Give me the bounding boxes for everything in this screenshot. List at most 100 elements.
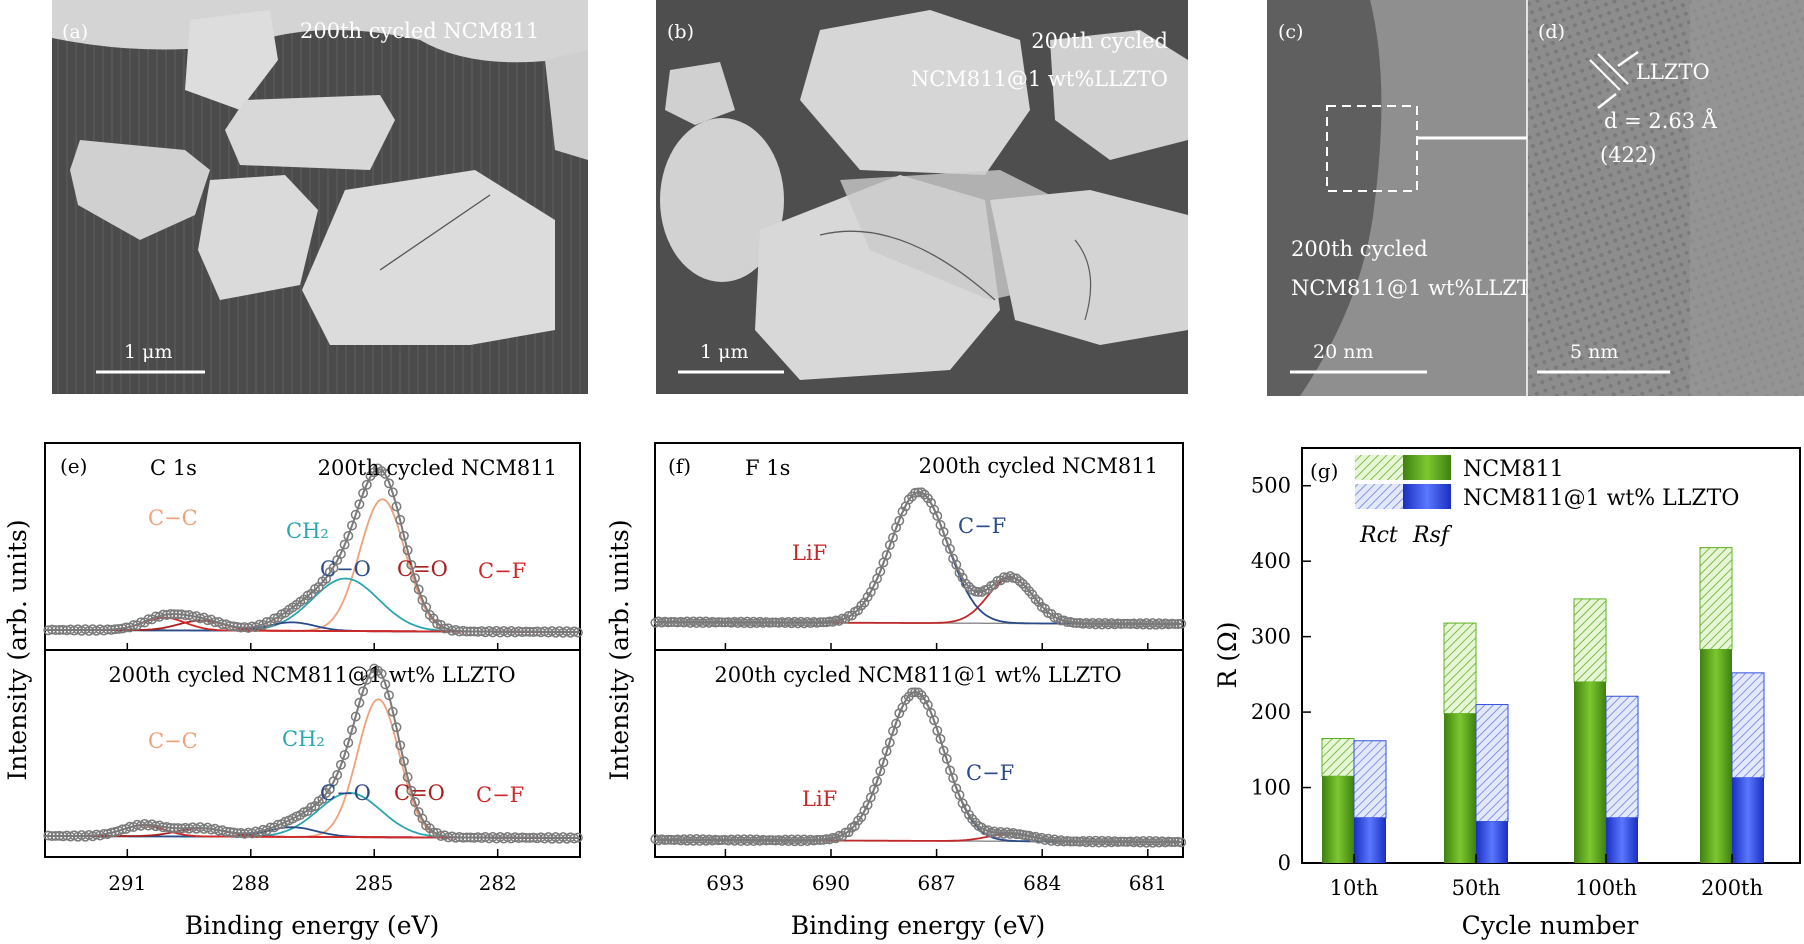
xps-raw-data-point: [897, 702, 908, 713]
xps-x-tick-label: 687: [918, 871, 956, 895]
xps-raw-data-point: [413, 807, 424, 818]
xps-x-tick-label: 693: [706, 871, 744, 895]
xps-raw-data-point: [1036, 601, 1047, 612]
xps-envelope-fit: [655, 690, 1183, 843]
xps-raw-data-point: [391, 722, 402, 733]
xps-f1s-x-axis-label: Binding energy (eV): [791, 911, 1046, 940]
xps-f1s-top-label-lif: LiF: [792, 541, 827, 565]
xps-raw-data-point: [960, 803, 971, 814]
xps-x-tick-label: 285: [355, 871, 393, 895]
xps-raw-data-point: [723, 617, 734, 628]
xps-raw-data-point: [872, 776, 883, 787]
xps-f1s-core-level: F 1s: [745, 456, 790, 480]
xps-raw-data-point: [1071, 618, 1082, 629]
impedance-y-tick-label: 300: [1251, 625, 1291, 649]
micrograph-c-caption-line-1: 200th cycled: [1291, 237, 1428, 261]
xps-raw-data-point: [827, 616, 838, 627]
xps-raw-data-point: [247, 828, 257, 839]
xps-raw-data-point: [343, 737, 354, 748]
xps-raw-data-point: [1176, 618, 1187, 629]
xps-c1s-x-ticks: 282 285 288 291: [108, 643, 517, 895]
micrograph-b-crack: [819, 230, 996, 301]
xps-f1s-x-ticks: 681 684 687 690 693: [706, 643, 1167, 895]
xps-raw-data-point: [521, 832, 532, 843]
impedance-bar-chart: 0 100 200 300 400 500 10th 50th 100th 200th (g) N…: [1213, 447, 1801, 940]
micrograph-d-lattice-label: LLZTO: [1636, 60, 1710, 84]
xps-raw-data-point: [528, 832, 539, 843]
xps-raw-data-point: [532, 626, 543, 637]
xps-raw-data-point: [232, 621, 243, 632]
xps-raw-data-point: [472, 832, 483, 843]
micrograph-a-crack: [379, 194, 491, 271]
xps-raw-data-point: [528, 627, 539, 637]
xps-raw-data-point: [454, 832, 465, 842]
micrograph-d-scale-label: 5 nm: [1570, 341, 1618, 363]
xps-raw-data-point: [843, 610, 854, 621]
xps-c1s-top-curves: [43, 463, 583, 638]
xps-raw-data-point: [235, 827, 246, 838]
legend-label-ncm811: NCM811: [1463, 457, 1564, 482]
xps-raw-data-point: [837, 831, 848, 841]
xps-raw-data-point: [818, 834, 829, 845]
impedance-bar-rsf-ncm811: [1444, 713, 1476, 863]
micrograph-a-label: (a): [62, 21, 88, 43]
micrograph-a-caption: 200th cycled NCM811: [300, 19, 539, 43]
xps-c1s-top-label-co: C−O: [320, 557, 371, 581]
micrograph-c-label: (c): [1278, 21, 1303, 43]
impedance-panel-label: (g): [1310, 459, 1338, 483]
micrograph-a-particle: [70, 140, 210, 240]
xps-raw-data-point: [770, 835, 781, 846]
xps-c1s-bottom-label-cc: C−C: [148, 729, 198, 753]
xps-raw-data-point: [154, 820, 165, 831]
micrograph-b-crack: [1074, 239, 1092, 321]
xps-raw-data-point: [169, 823, 180, 834]
xps-raw-data-point: [65, 624, 76, 635]
xps-raw-data-point: [413, 584, 424, 595]
xps-raw-data-point: [764, 835, 775, 846]
xps-raw-data-point: [1068, 836, 1079, 847]
micrograph-a-particle: [198, 175, 318, 300]
xps-raw-data-point: [834, 830, 845, 841]
xps-raw-data-point: [976, 587, 987, 597]
xps-envelope-fit: [45, 668, 580, 839]
impedance-y-axis-label: R (Ω): [1213, 621, 1242, 688]
xps-raw-data-point: [328, 776, 339, 787]
impedance-x-tick-label: 10th: [1330, 876, 1379, 900]
xps-raw-data-point: [941, 753, 952, 764]
xps-raw-data-point: [926, 708, 936, 718]
micrograph-c-particle-edge: [1267, 0, 1382, 396]
xps-raw-data-point: [110, 624, 120, 635]
impedance-y-tick-label: 500: [1251, 474, 1291, 498]
xps-raw-data-point: [58, 831, 69, 842]
legend-label-llzto: NCM811@1 wt% LLZTO: [1463, 486, 1739, 511]
xps-raw-data-point: [228, 827, 239, 838]
xps-raw-data-point: [406, 785, 417, 796]
xps-raw-data-point: [402, 772, 413, 783]
xps-raw-data-point: [773, 617, 784, 628]
xps-x-tick-label: 291: [108, 871, 146, 895]
xps-raw-data-point: [859, 597, 870, 608]
xps-raw-data-point: [250, 622, 261, 633]
xps-raw-data-point: [884, 737, 895, 748]
xps-raw-data-point: [884, 540, 895, 551]
xps-raw-data-point: [476, 626, 487, 637]
xps-raw-data-point: [254, 827, 265, 838]
xps-raw-data-point: [521, 626, 532, 637]
xps-raw-data-point: [476, 833, 487, 844]
impedance-y-tick-label: 0: [1278, 851, 1291, 875]
micrograph-b-scale-label: 1 μm: [700, 341, 749, 363]
impedance-bar-rsf-ncm811: [1574, 681, 1606, 863]
micrograph-d-plane: (422): [1600, 143, 1656, 167]
xps-raw-data-point: [410, 797, 420, 807]
impedance-y-tick-label: 100: [1251, 776, 1291, 800]
xps-raw-data-point: [391, 501, 402, 512]
legend-sub-rsf: Rsf: [1412, 523, 1453, 548]
micrograph-b-label: (b): [667, 21, 694, 43]
xps-f1s-top-title: 200th cycled NCM811: [919, 454, 1158, 478]
xps-raw-data-point: [361, 479, 372, 490]
xps-raw-data-point: [916, 487, 927, 498]
xps-raw-data-point: [176, 609, 187, 620]
xps-raw-data-point: [517, 627, 528, 638]
xps-raw-data-point: [113, 623, 124, 634]
